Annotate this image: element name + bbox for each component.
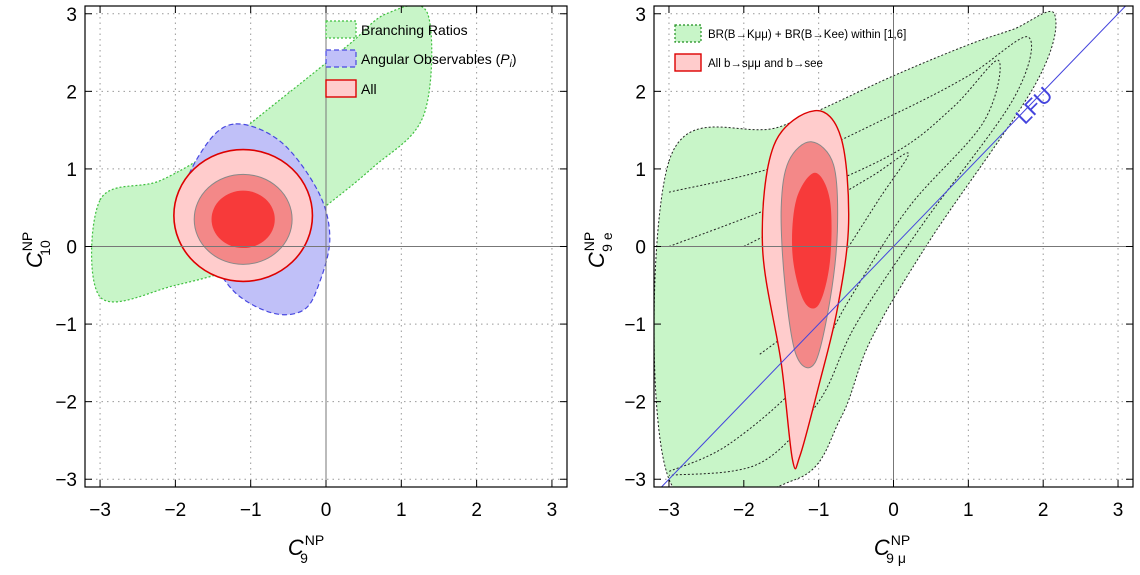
legend: BR(B→Kμμ) + BR(B→Kee) within [1,6] All b…	[674, 24, 906, 72]
x-tick-label: −1	[808, 500, 830, 521]
x-tick-label: 3	[547, 500, 558, 521]
chart-left: −3 −2 −1 0 1 2 3 −3 −2 −1 0 1 2 3 Branching Ratios An…	[19, 5, 568, 566]
legend-label-br-region: BR(B→Kμμ) + BR(B→Kee) within [1,6]	[708, 29, 906, 41]
y-tick-label: 2	[66, 82, 77, 103]
legend: Branching Ratios Angular Observables (Pi…	[325, 20, 517, 98]
legend-swatch-angular-observables	[325, 49, 357, 68]
region-all-1sigma	[792, 172, 832, 309]
x-tick-label: −3	[658, 500, 680, 521]
legend-label-branching-ratios: Branching Ratios	[361, 22, 468, 38]
region-br	[654, 11, 1057, 487]
x-tick-label: −2	[733, 500, 755, 521]
x-tick-label: 2	[1038, 500, 1049, 521]
ticks: −3 −2 −1 0 1 2 3 −3 −2 −1 0 1 2 3	[624, 5, 1133, 521]
y-tick-label: −3	[55, 470, 77, 491]
x-tick-label: 3	[1113, 500, 1124, 521]
y-tick-label: −1	[55, 315, 77, 336]
legend-label-angular-observables: Angular Observables (Pi)	[361, 51, 517, 70]
legend-swatch-br-region	[674, 24, 702, 43]
x-tick-label: 0	[321, 500, 332, 521]
y-tick-label: −2	[624, 393, 646, 414]
y-tick-label: −1	[624, 315, 646, 336]
x-tick-label: 0	[888, 500, 899, 521]
x-tick-label: −1	[240, 500, 262, 521]
y-tick-label: 3	[635, 5, 646, 26]
region-all-1sigma	[211, 190, 275, 249]
y-tick-label: −2	[55, 393, 77, 414]
x-tick-label: 2	[471, 500, 482, 521]
x-tick-label: −2	[165, 500, 187, 521]
y-tick-label: 0	[635, 238, 646, 259]
y-axis-label: CNP 9 e	[581, 232, 615, 268]
y-tick-label: 1	[635, 160, 646, 181]
x-tick-label: 1	[963, 500, 974, 521]
chart-right: −3 −2 −1 0 1 2 3 −3 −2 −1 0 1 2 3 BR(B→Kμμ) + BR(B→Ke…	[581, 5, 1134, 566]
y-axis-label: CNP 10	[19, 232, 53, 268]
zero-lines	[654, 6, 1133, 487]
x-tick-label: −3	[89, 500, 111, 521]
x-tick-label: 1	[396, 500, 407, 521]
ticks: −3 −2 −1 0 1 2 3 −3 −2 −1 0 1 2 3	[55, 5, 567, 521]
legend-swatch-all	[325, 79, 357, 98]
y-tick-label: 0	[66, 238, 77, 259]
legend-swatch-all	[674, 53, 702, 72]
y-tick-label: 2	[635, 82, 646, 103]
legend-label-all: All	[361, 81, 377, 97]
y-tick-label: 3	[66, 5, 77, 26]
legend-label-all: All b→sμμ and b→see	[708, 58, 823, 70]
grid	[85, 6, 567, 487]
y-tick-label: 1	[66, 160, 77, 181]
x-axis-label: CNP 9	[288, 532, 324, 566]
contour-regions	[654, 6, 1126, 487]
legend-swatch-branching-ratios	[325, 20, 357, 39]
y-tick-label: −3	[624, 470, 646, 491]
x-axis-label: CNP 9 μ	[874, 532, 910, 566]
